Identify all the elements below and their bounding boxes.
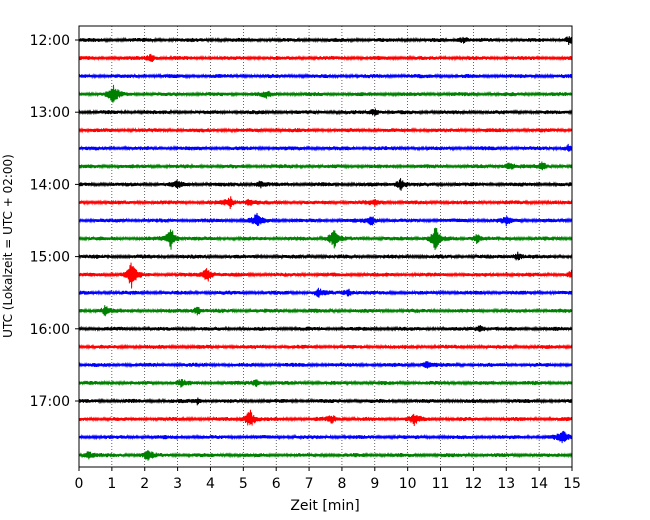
seismic-trace-1430 [78, 212, 573, 227]
y-tick-label: 16:00 [30, 322, 70, 338]
seismic-trace-1300 [78, 108, 573, 116]
x-tick-label: 0 [75, 476, 84, 492]
x-tick-label: 9 [370, 476, 379, 492]
y-tick-label: 17:00 [30, 394, 70, 410]
seismic-trace-1515 [78, 262, 573, 289]
seismic-trace-1345 [78, 161, 573, 171]
seismic-trace-1645 [78, 379, 573, 388]
x-axis-ticks: 0 1 2 3 4 5 6 7 8 9 10 11 12 13 14 15 [75, 467, 581, 492]
x-tick-label: 4 [206, 476, 215, 492]
seismic-trace-1600 [78, 325, 573, 333]
seismic-trace-1415 [78, 196, 573, 209]
plot-frame [78, 25, 573, 468]
seismic-trace-1200 [78, 36, 573, 45]
y-axis-label: UTC (Lokalzeit = UTC + 02:00) [1, 154, 15, 338]
seismic-trace-1545 [78, 305, 573, 317]
seismic-trace-1315 [78, 127, 573, 134]
seismic-trace-1500 [78, 251, 573, 261]
y-tick-label: 13:00 [30, 105, 70, 121]
seismic-trace-1745 [78, 450, 573, 461]
seismic-trace-1715 [78, 409, 573, 426]
seismic-trace-1730 [78, 430, 573, 444]
x-tick-label: 1 [107, 476, 116, 492]
seismic-trace-1330 [78, 143, 573, 152]
seismic-traces [78, 36, 573, 461]
seismic-trace-1445 [78, 227, 573, 250]
x-tick-label: 13 [497, 476, 515, 492]
x-tick-label: 3 [173, 476, 182, 492]
seismic-trace-1245 [78, 84, 573, 103]
x-tick-label: 15 [563, 476, 581, 492]
x-tick-label: 11 [432, 476, 450, 492]
x-tick-label: 6 [272, 476, 281, 492]
x-tick-label: 12 [464, 476, 482, 492]
seismic-trace-1230 [78, 72, 573, 80]
seismic-trace-1700 [78, 397, 573, 406]
seismic-trace-1530 [78, 287, 573, 298]
y-tick-label: 14:00 [30, 177, 70, 193]
y-tick-label: 15:00 [30, 250, 70, 266]
x-tick-label: 14 [530, 476, 548, 492]
seismic-trace-1615 [78, 343, 573, 351]
seismic-trace-1215 [78, 53, 573, 63]
seismic-trace-1630 [78, 361, 573, 369]
y-tick-label: 12:00 [30, 33, 70, 49]
y-axis-ticks: 12:00 13:00 14:00 15:00 16:00 17:00 [30, 33, 79, 410]
x-tick-label: 7 [305, 476, 314, 492]
x-tick-label: 5 [239, 476, 248, 492]
x-tick-label: 2 [140, 476, 149, 492]
x-tick-label: 10 [399, 476, 417, 492]
x-tick-label: 8 [337, 476, 346, 492]
seismic-trace-1400 [78, 178, 573, 191]
x-axis-label: Zeit [min] [290, 498, 359, 514]
